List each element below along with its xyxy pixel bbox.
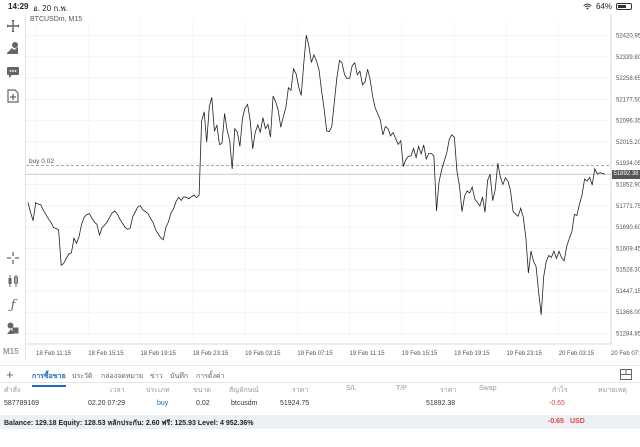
order-current-price: 51892.38 xyxy=(426,400,456,407)
header-size: ขนาด xyxy=(193,387,212,394)
y-tick-label: 51528.30 xyxy=(616,268,640,274)
order-symbol: btcusdm xyxy=(231,400,258,407)
x-tick-label: 18 Feb 19:15 xyxy=(141,351,177,357)
y-tick-label: 51447.15 xyxy=(616,289,640,295)
crosshair-cursor-icon[interactable] xyxy=(5,250,21,266)
header-symbol: สัญลักษณ์ xyxy=(229,387,259,394)
y-tick-label: 51934.05 xyxy=(616,161,640,167)
header-price: ราคา xyxy=(292,387,309,394)
status-bar: 14:29 อ. 20 ก.พ. 64% xyxy=(0,0,640,14)
tab-mailbox[interactable]: กล่องจดหมาย xyxy=(101,373,144,380)
order-open-price: 51924.75 xyxy=(280,400,310,407)
x-tick-label: 18 Feb 11:15 xyxy=(36,351,72,357)
x-tick-label: 19 Feb 15:15 xyxy=(402,351,438,357)
header-order: คำสั่ง xyxy=(4,387,21,394)
y-tick-label: 52339.80 xyxy=(616,55,640,61)
battery-icon xyxy=(616,3,632,10)
bottom-tabs: + การซื้อขาย ประวัติ กล่องจดหมาย ข่าว บั… xyxy=(0,365,640,387)
objects-icon[interactable] xyxy=(5,320,21,336)
new-order-icon[interactable] xyxy=(5,88,21,104)
x-tick-label: 19 Feb 07:15 xyxy=(297,351,333,357)
y-tick-label: 51609.45 xyxy=(616,246,640,252)
balance-summary: Balance: 129.18 Equity: 128.53 หลักประกั… xyxy=(4,420,254,427)
y-tick-label: 51284.85 xyxy=(616,331,640,337)
price-chart[interactable]: 52420.95 52339.80 52258.65 52177.50 52096.35… xyxy=(26,14,640,360)
y-tick-label: 51690.60 xyxy=(616,225,640,231)
status-time: 14:29 xyxy=(8,2,29,11)
header-tp: T/P xyxy=(396,385,407,392)
x-tick-label: 18 Feb 23:15 xyxy=(193,351,229,357)
profit-currency: USD xyxy=(570,418,585,425)
candlestick-icon[interactable] xyxy=(5,273,21,289)
chart-svg: 52420.95 52339.80 52258.65 52177.50 52096.35… xyxy=(26,14,640,357)
total-profit: -0.65 xyxy=(548,418,564,425)
current-price-tag: 51892.38 xyxy=(612,169,640,179)
chart-toolbar: ƒ M15 xyxy=(0,14,26,360)
wifi-icon xyxy=(583,3,592,10)
position-row[interactable]: 587789169 02.20 07:29 buy 0.02 btcusdm 5… xyxy=(0,400,640,413)
tab-settings[interactable]: การตั้งค่า xyxy=(196,373,225,380)
order-profit: -0.65 xyxy=(549,400,565,407)
y-tick-label: 51852.90 xyxy=(616,182,640,188)
balance-bar: Balance: 129.18 Equity: 128.53 หลักประกั… xyxy=(0,415,640,429)
header-sl: S/L xyxy=(346,385,357,392)
x-tick-label: 18 Feb 15:15 xyxy=(88,351,124,357)
tab-history[interactable]: ประวัติ xyxy=(72,373,93,380)
status-date: อ. 20 ก.พ. xyxy=(33,4,68,13)
header-swap: Swap xyxy=(479,385,497,392)
y-tick-label: 51771.75 xyxy=(616,204,640,210)
y-tick-label: 51366.00 xyxy=(616,310,640,316)
crosshair-icon[interactable] xyxy=(5,18,21,34)
x-tick-label: 19 Feb 11:15 xyxy=(350,351,386,357)
order-type: buy xyxy=(157,400,169,407)
battery-percent: 64% xyxy=(595,2,612,11)
price-line xyxy=(27,35,606,315)
x-tick-label: 19 Feb 23:15 xyxy=(506,351,542,357)
x-tick-label: 19 Feb 19:15 xyxy=(454,351,490,357)
header-comment: หมายเหตุ xyxy=(598,387,627,394)
tab-trade[interactable]: การซื้อขาย xyxy=(32,373,66,387)
layout-icon[interactable] xyxy=(620,369,632,380)
trade-icon[interactable] xyxy=(5,40,21,56)
header-type: ประเภท xyxy=(146,387,170,394)
timeframe-label[interactable]: M15 xyxy=(3,347,19,356)
x-tick-label: 19 Feb 03:15 xyxy=(245,351,281,357)
header-current-price: ราคา xyxy=(440,387,457,394)
order-time: 02.20 07:29 xyxy=(88,400,125,407)
tab-news[interactable]: ข่าว xyxy=(150,373,163,380)
header-profit: กำไร xyxy=(552,387,568,394)
y-tick-label: 52420.95 xyxy=(616,33,640,39)
positions-header: คำสั่ง เวลา ประเภท ขนาด สัญลักษณ์ ราคา S… xyxy=(0,385,640,397)
chat-icon[interactable] xyxy=(5,64,21,80)
header-time: เวลา xyxy=(110,387,125,394)
y-tick-label: 52258.65 xyxy=(616,76,640,82)
order-size: 0.02 xyxy=(196,400,210,407)
y-tick-label: 52015.20 xyxy=(616,140,640,146)
y-tick-label: 52096.35 xyxy=(616,119,640,125)
buy-position-label: buy 0.02 xyxy=(29,157,54,165)
x-tick-label: 20 Feb 07:15 xyxy=(611,351,640,357)
status-right: 64% xyxy=(583,2,632,11)
add-icon[interactable]: + xyxy=(6,367,14,382)
x-tick-label: 20 Feb 03:15 xyxy=(559,351,595,357)
tab-journal[interactable]: บันทึก xyxy=(170,373,189,380)
y-tick-label: 52177.50 xyxy=(616,97,640,103)
chart-symbol: BTCUSDm, M15 xyxy=(30,16,83,23)
order-id: 587789169 xyxy=(4,400,40,407)
indicators-icon[interactable]: ƒ xyxy=(10,297,16,313)
